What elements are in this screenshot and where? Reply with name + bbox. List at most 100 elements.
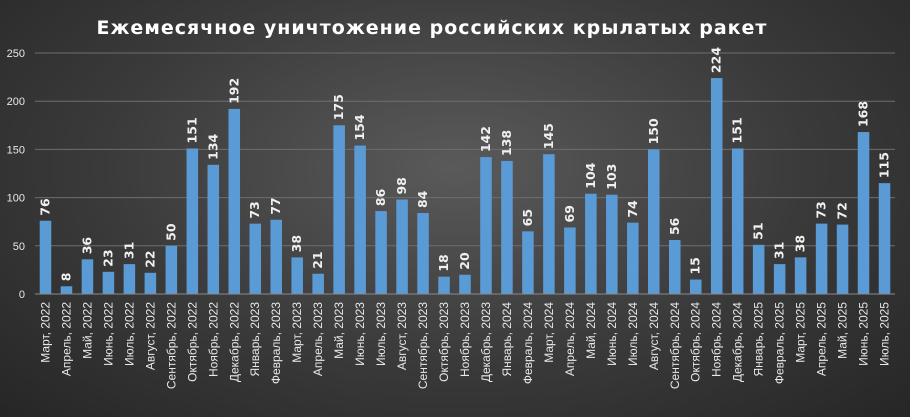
data-label: 50 [163,223,178,241]
data-label: 138 [499,130,514,156]
x-tick-label: Май, 2025 [836,302,850,359]
bar [354,145,366,294]
x-tick-label: Май, 2023 [332,302,346,359]
x-tick-label: Июль, 2023 [374,302,388,366]
x-tick-label: Май, 2022 [80,302,94,359]
bar [270,219,282,294]
x-tick-label: Август, 2024 [647,302,661,370]
bar [668,240,681,294]
bar [81,259,94,294]
x-tick-label: Январь, 2025 [752,302,766,377]
x-axis-ticks: Март, 2022 Апрель, 2022 Май, 2022 Июнь, 202… [38,302,891,389]
bar [39,220,52,294]
x-tick-label: Сентябрь, 2022 [164,302,178,389]
x-tick-label: Февраль, 2025 [773,302,787,384]
bar [60,286,73,294]
x-tick-label: Апрель, 2024 [563,302,577,376]
bar [417,213,429,294]
bar [144,272,157,294]
x-tick-label: Август, 2022 [143,302,157,370]
x-tick-label: Май, 2024 [584,302,598,359]
data-label: 56 [667,217,682,235]
y-tick-label: 200 [7,96,25,108]
bar [207,164,220,294]
x-tick-label: Октябрь, 2022 [185,302,199,382]
bar [627,222,639,294]
y-tick-label: 50 [13,241,25,253]
data-label: 72 [835,202,850,219]
x-tick-label: Март, 2022 [38,302,52,363]
x-tick-label: Январь, 2023 [248,302,262,377]
data-label: 175 [331,94,346,120]
bar [710,78,723,295]
bar [312,273,324,294]
x-tick-label: Август, 2023 [395,302,409,370]
x-tick-label: Декабрь, 2022 [227,302,241,382]
data-label: 23 [100,249,115,266]
data-label: 74 [625,200,640,218]
x-tick-label: Ноябрь, 2023 [458,302,472,377]
y-tick-label: 250 [7,48,25,60]
y-tick-label: 0 [19,289,25,301]
data-label: 18 [436,254,451,271]
data-label: 84 [415,190,430,208]
data-label: 151 [184,117,199,143]
bar [480,157,492,294]
bar [815,223,828,294]
x-tick-label: Март, 2024 [542,302,556,363]
x-tick-label: Декабрь, 2024 [731,302,745,382]
data-label: 31 [772,242,787,259]
bar [501,160,513,294]
data-label: 76 [37,198,52,216]
bar [459,274,471,294]
x-tick-label: Февраль, 2023 [269,302,283,384]
chart-title: Ежемесячное уничтожение российских крыла… [97,17,768,39]
y-tick-label: 100 [7,193,25,205]
data-label: 8 [58,273,73,282]
data-label: 69 [562,205,577,222]
y-tick-label: 150 [7,144,25,156]
data-label: 145 [541,123,556,149]
bar [585,193,597,294]
bar [438,276,450,294]
x-tick-label: Июнь, 2025 [857,302,871,366]
data-label: 142 [478,126,493,152]
x-tick-label: Октябрь, 2024 [689,302,703,382]
x-tick-label: Февраль, 2024 [521,302,535,384]
bar [102,271,115,294]
data-label: 150 [646,118,661,144]
x-tick-label: Июнь, 2022 [101,302,115,366]
bar [522,231,534,294]
bar [228,108,241,294]
x-tick-label: Сентябрь, 2024 [668,302,682,389]
x-tick-label: Июль, 2025 [878,302,892,366]
data-label: 192 [226,78,241,104]
x-tick-label: Декабрь, 2023 [479,302,493,382]
gridlines [35,52,895,247]
x-tick-label: Июнь, 2023 [353,302,367,366]
data-label: 15 [688,257,703,274]
bar [606,194,618,294]
bar [333,125,345,294]
bar [648,149,660,294]
data-label: 65 [520,209,535,226]
bar [396,199,408,294]
bar [564,227,576,294]
data-label: 168 [856,101,871,127]
x-tick-label: Сентябрь, 2023 [416,302,430,389]
data-label: 22 [142,250,157,267]
x-tick-label: Ноябрь, 2022 [206,302,220,377]
data-label: 134 [205,133,220,159]
x-tick-label: Июнь, 2024 [605,302,619,366]
bar [752,244,765,294]
x-tick-label: Июль, 2022 [122,302,136,366]
data-label: 224 [709,47,724,73]
data-label: 73 [247,201,262,218]
bar [857,132,870,294]
y-axis-ticks: 0 50 100 150 200 250 [7,48,25,301]
x-tick-label: Апрель, 2025 [815,302,829,376]
data-label: 98 [394,177,409,194]
bar [731,148,744,294]
data-label: 151 [730,117,745,143]
